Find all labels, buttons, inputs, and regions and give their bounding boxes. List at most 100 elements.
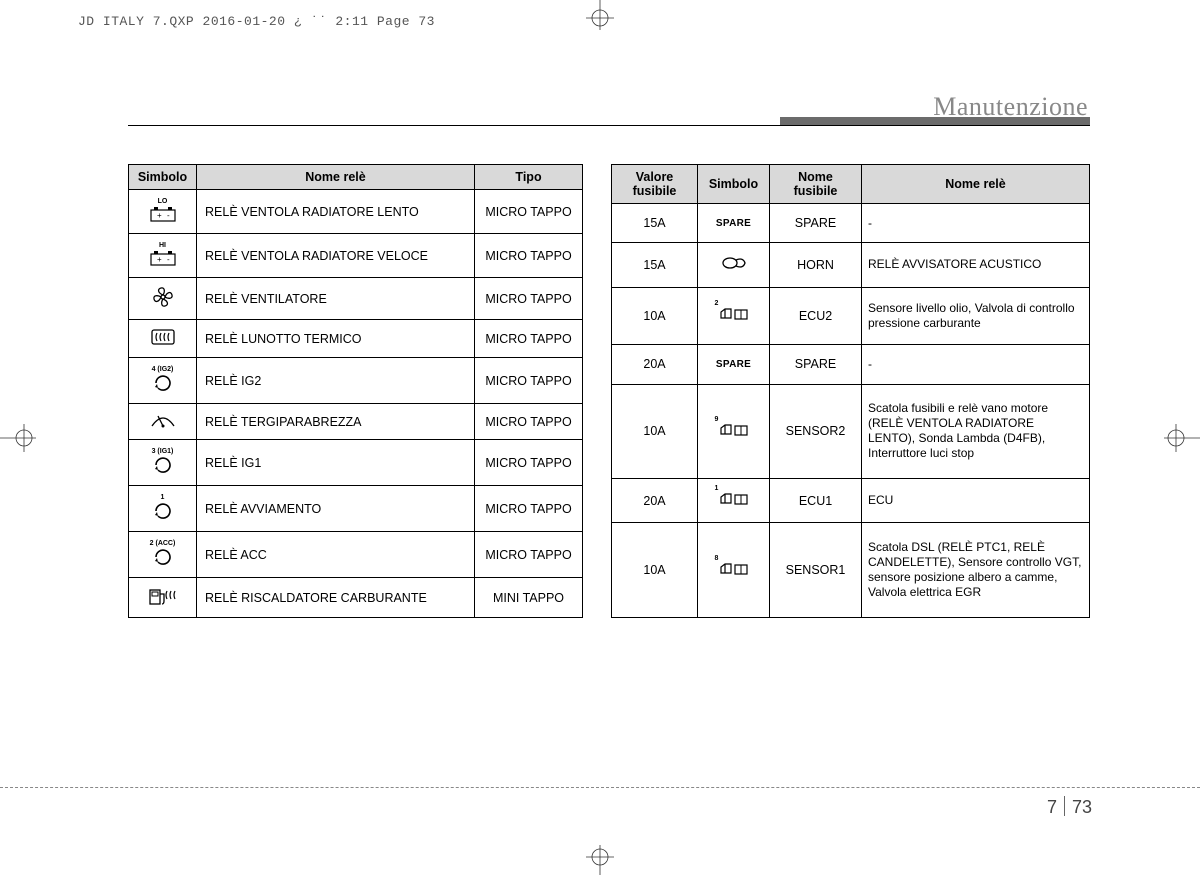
relay-type: MICRO TAPPO <box>475 404 583 440</box>
table-row: RELÈ LUNOTTO TERMICOMICRO TAPPO <box>129 320 583 358</box>
fuse-value: 10A <box>612 287 698 345</box>
fuse-value: 20A <box>612 345 698 384</box>
fuse-name: SENSOR2 <box>770 384 862 479</box>
svg-text:+: + <box>157 255 162 264</box>
fan-icon <box>152 292 174 312</box>
fuse-name: ECU2 <box>770 287 862 345</box>
symbol-cell <box>129 404 197 440</box>
col-nome-rele: Nome relè <box>197 165 475 190</box>
relay-name: RELÈ LUNOTTO TERMICO <box>197 320 475 358</box>
symbol-cell: 8 <box>698 523 770 618</box>
fuse-value: 20A <box>612 479 698 523</box>
wiper-icon <box>150 412 176 432</box>
print-header: JD ITALY 7.QXP 2016-01-20 ¿ ˙˙ 2:11 Page… <box>78 14 435 29</box>
symbol-cell: 2 <box>698 287 770 345</box>
symbol-cell: LO+- <box>129 190 197 234</box>
fuse-value: 10A <box>612 384 698 479</box>
relay-name: RELÈ AVVIAMENTO <box>197 486 475 532</box>
relay-name: RELÈ TERGIPARABREZZA <box>197 404 475 440</box>
table-row: 20ASPARESPARE- <box>612 345 1090 384</box>
relay-name: RELÈ IG2 <box>197 358 475 404</box>
relay-table: Simbolo Nome relè Tipo LO+-RELÈ VENTOLA … <box>128 164 583 618</box>
svg-text:-: - <box>167 255 170 264</box>
relay-type: MICRO TAPPO <box>475 278 583 320</box>
relay-name: - <box>862 345 1090 384</box>
relay-type: MICRO TAPPO <box>475 234 583 278</box>
relay-type: MICRO TAPPO <box>475 320 583 358</box>
arrow-icon <box>153 550 173 570</box>
fuse-value: 15A <box>612 204 698 243</box>
spare-label: SPARE <box>716 359 751 370</box>
crop-mark-left <box>0 418 44 458</box>
battery-icon: +- <box>150 206 176 226</box>
relay-type: MICRO TAPPO <box>475 190 583 234</box>
table-row: 20A 1 ECU1ECU <box>612 479 1090 523</box>
svg-text:+: + <box>157 211 162 220</box>
symbol-cell: SPARE <box>698 204 770 243</box>
table-row: RELÈ RISCALDATORE CARBURANTEMINI TAPPO <box>129 578 583 618</box>
ecu-icon: 8 <box>719 561 749 580</box>
col-simbolo2: Simbolo <box>698 165 770 204</box>
crop-mark-right <box>1156 418 1200 458</box>
relay-type: MICRO TAPPO <box>475 358 583 404</box>
ecu-icon: 1 <box>719 491 749 510</box>
table-row: 4 (IG2)RELÈ IG2MICRO TAPPO <box>129 358 583 404</box>
fuse-name: SENSOR1 <box>770 523 862 618</box>
table-row: RELÈ VENTILATOREMICRO TAPPO <box>129 278 583 320</box>
battery-icon: +- <box>150 250 176 270</box>
symbol-cell: 9 <box>698 384 770 479</box>
fuse-name: SPARE <box>770 204 862 243</box>
symbol-cell: HI+- <box>129 234 197 278</box>
relay-type: MICRO TAPPO <box>475 486 583 532</box>
table-row: 2 (ACC)RELÈ ACCMICRO TAPPO <box>129 532 583 578</box>
defrost-icon <box>150 330 176 350</box>
table-row: 3 (IG1)RELÈ IG1MICRO TAPPO <box>129 440 583 486</box>
table-row: 15AHORNRELÈ AVVISATORE ACUSTICO <box>612 243 1090 287</box>
crop-mark-top <box>580 0 620 40</box>
col-nome-fusibile: Nome fusibile <box>770 165 862 204</box>
fuse-name: SPARE <box>770 345 862 384</box>
title-rule <box>128 125 1090 126</box>
symbol-cell: 3 (IG1) <box>129 440 197 486</box>
fuel-icon <box>148 590 178 610</box>
symbol-cell <box>129 278 197 320</box>
chapter-num: 7 <box>1047 797 1057 817</box>
fuse-name: HORN <box>770 243 862 287</box>
symbol-cell: 1 <box>129 486 197 532</box>
page-number: 773 <box>1047 797 1092 818</box>
table-row: 10A 8 SENSOR1Scatola DSL (RELÈ PTC1, RELÈ … <box>612 523 1090 618</box>
symbol-cell: 2 (ACC) <box>129 532 197 578</box>
fuse-name: ECU1 <box>770 479 862 523</box>
relay-name: RELÈ RISCALDATORE CARBURANTE <box>197 578 475 618</box>
relay-name: - <box>862 204 1090 243</box>
footer-dashed-rule <box>0 787 1200 788</box>
relay-name: Sensore livello olio, Valvola di control… <box>862 287 1090 345</box>
table-row: 1RELÈ AVVIAMENTOMICRO TAPPO <box>129 486 583 532</box>
relay-type: MICRO TAPPO <box>475 532 583 578</box>
tables-container: Simbolo Nome relè Tipo LO+-RELÈ VENTOLA … <box>128 164 1090 618</box>
arrow-icon <box>153 376 173 396</box>
symbol-cell <box>129 320 197 358</box>
relay-name: ECU <box>862 479 1090 523</box>
horn-icon <box>721 262 747 274</box>
relay-name: RELÈ AVVISATORE ACUSTICO <box>862 243 1090 287</box>
fuse-table: Valore fusibile Simbolo Nome fusibile No… <box>611 164 1090 618</box>
relay-name: RELÈ VENTOLA RADIATORE LENTO <box>197 190 475 234</box>
arrow-icon <box>153 504 173 524</box>
relay-name: RELÈ VENTILATORE <box>197 278 475 320</box>
col-simbolo: Simbolo <box>129 165 197 190</box>
svg-text:-: - <box>167 211 170 220</box>
table-row: 15ASPARESPARE- <box>612 204 1090 243</box>
ecu-icon: 9 <box>719 422 749 441</box>
relay-type: MICRO TAPPO <box>475 440 583 486</box>
table-row: 10A 9 SENSOR2Scatola fusibili e relè vano … <box>612 384 1090 479</box>
relay-name: RELÈ ACC <box>197 532 475 578</box>
relay-name: Scatola DSL (RELÈ PTC1, RELÈ CANDELETTE)… <box>862 523 1090 618</box>
symbol-cell: 4 (IG2) <box>129 358 197 404</box>
symbol-cell <box>129 578 197 618</box>
relay-name: Scatola fusibili e relè vano motore (REL… <box>862 384 1090 479</box>
relay-name: RELÈ VENTOLA RADIATORE VELOCE <box>197 234 475 278</box>
col-nome-rele2: Nome relè <box>862 165 1090 204</box>
crop-mark-bottom <box>580 835 620 875</box>
fuse-value: 10A <box>612 523 698 618</box>
